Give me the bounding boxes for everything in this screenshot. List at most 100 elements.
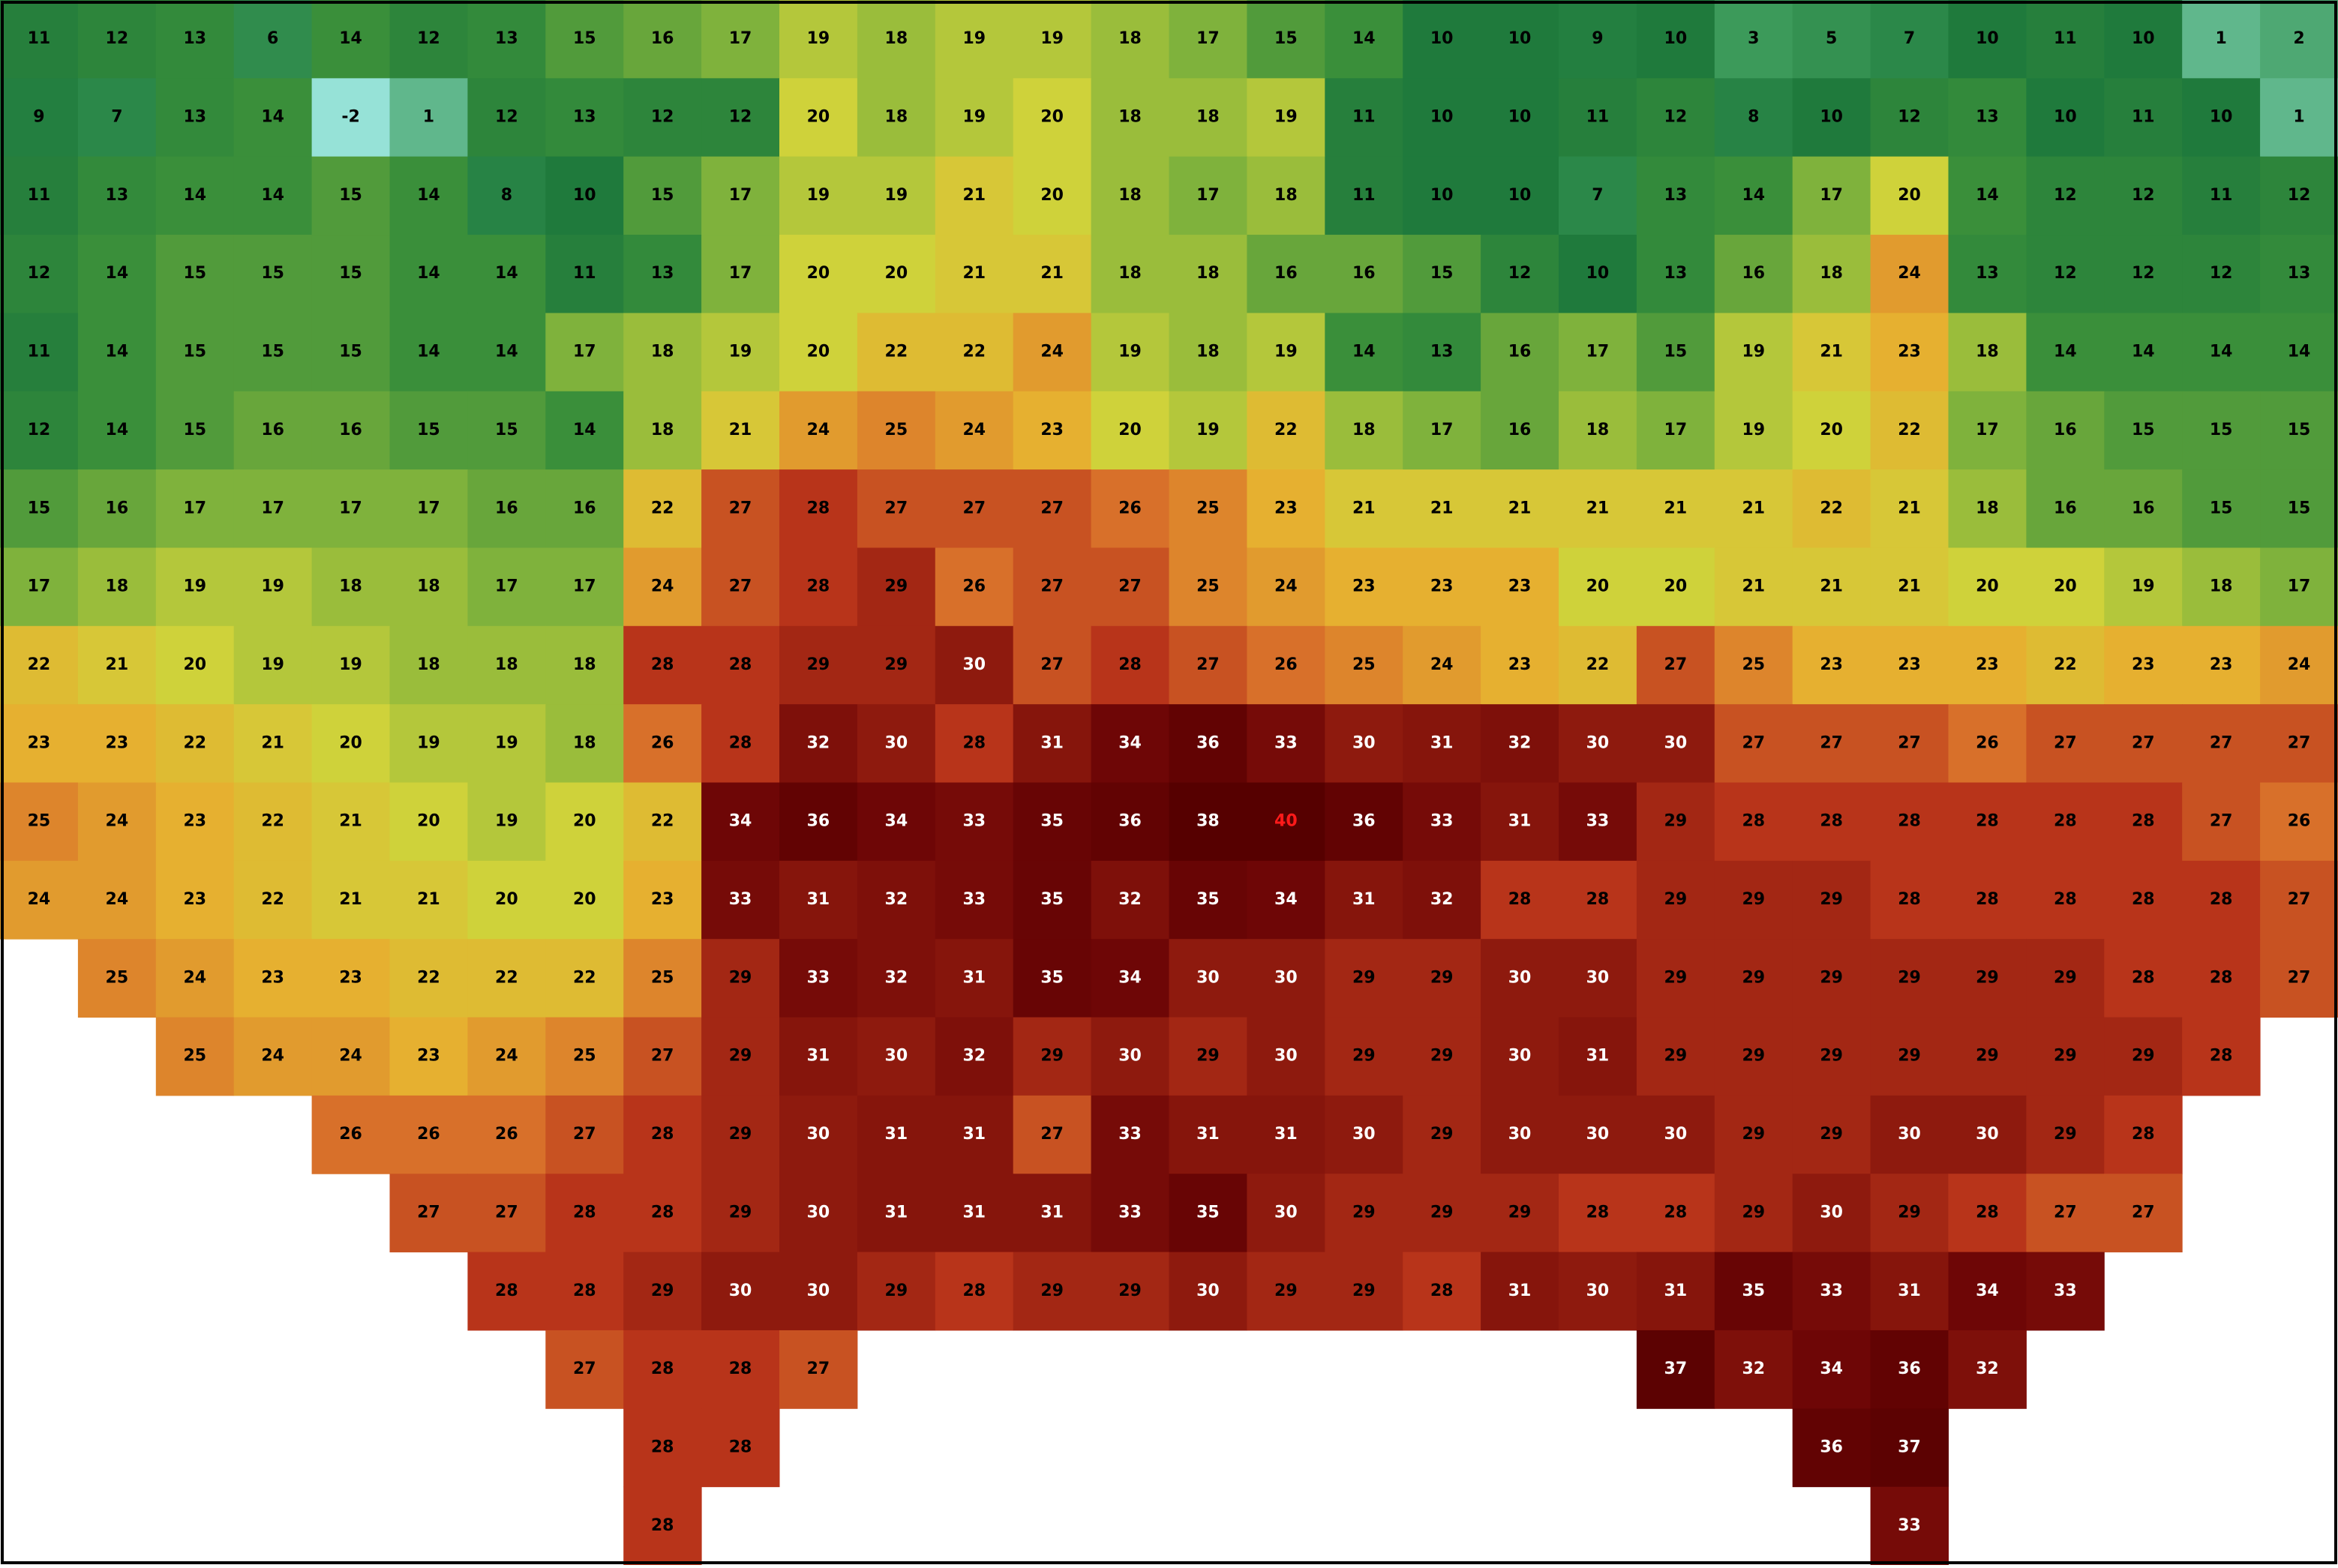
temperature-label: 24 (106, 812, 129, 831)
temperature-label: 31 (1430, 733, 1454, 752)
temperature-label: 20 (807, 108, 830, 127)
temperature-label: 30 (729, 1282, 752, 1300)
temperature-cell (545, 1330, 624, 1409)
temperature-cell (701, 1330, 780, 1409)
temperature-cell (701, 391, 780, 470)
temperature-cell (1948, 0, 2027, 79)
temperature-cell (2260, 78, 2338, 157)
temperature-cell (623, 1408, 702, 1488)
temperature-cell (1636, 704, 1715, 783)
temperature-cell (77, 469, 157, 548)
temperature-cell (1013, 860, 1092, 940)
temperature-cell (1169, 782, 1247, 862)
temperature-cell (1714, 78, 1793, 157)
temperature-label: 31 (962, 1203, 986, 1222)
temperature-cell (2104, 704, 2183, 783)
temperature-cell (779, 1252, 858, 1331)
temperature-cell (779, 313, 858, 392)
temperature-cell (467, 391, 546, 470)
temperature-label: 28 (2132, 968, 2155, 987)
temperature-cell (233, 782, 313, 862)
temperature-label: 19 (885, 186, 908, 205)
temperature-label: 20 (1040, 108, 1064, 127)
temperature-label: 26 (495, 1125, 518, 1144)
temperature-cell (701, 1252, 780, 1331)
temperature-label: 18 (1820, 264, 1843, 283)
temperature-label: 29 (1898, 1047, 1921, 1066)
temperature-label: 10 (1430, 108, 1454, 127)
temperature-label: 32 (885, 890, 908, 909)
temperature-cell (1169, 1095, 1247, 1174)
temperature-label: 18 (1976, 343, 1999, 361)
temperature-label: 28 (2210, 1047, 2233, 1066)
temperature-cell (467, 0, 546, 79)
temperature-cell (1870, 625, 1949, 705)
temperature-label: 31 (807, 1047, 830, 1066)
temperature-label: 15 (183, 421, 206, 439)
temperature-label: 22 (1586, 655, 1610, 674)
temperature-cell (233, 625, 313, 705)
temperature-label: 15 (2132, 421, 2155, 439)
temperature-cell (233, 156, 313, 235)
temperature-label: 29 (729, 1125, 752, 1144)
temperature-label: 18 (1196, 108, 1220, 127)
temperature-label: 20 (1586, 577, 1610, 596)
temperature-label: 10 (1508, 186, 1532, 205)
temperature-cell (545, 313, 624, 392)
temperature-label: 20 (807, 343, 830, 361)
temperature-cell (1870, 1486, 1949, 1566)
temperature-cell (233, 939, 313, 1018)
temperature-label: 19 (807, 186, 830, 205)
temperature-label: 14 (261, 186, 284, 205)
temperature-cell (623, 156, 702, 235)
temperature-label: 17 (28, 577, 51, 596)
temperature-cell (467, 939, 546, 1018)
temperature-cell (2104, 156, 2183, 235)
temperature-label: 18 (1586, 421, 1610, 439)
temperature-label: 7 (1904, 29, 1915, 48)
temperature-cell (1325, 860, 1403, 940)
temperature-label: 23 (339, 968, 362, 987)
temperature-label: 17 (2288, 577, 2311, 596)
temperature-label: 16 (106, 499, 129, 517)
temperature-cell (779, 1174, 858, 1253)
temperature-label: 15 (261, 264, 284, 283)
temperature-cell (2182, 1017, 2261, 1096)
temperature-label: 23 (2132, 655, 2155, 674)
temperature-cell (623, 1017, 702, 1096)
temperature-cell (935, 0, 1014, 79)
temperature-label: 29 (1976, 968, 1999, 987)
temperature-cell (1481, 625, 1559, 705)
temperature-label: 33 (1586, 812, 1610, 831)
temperature-cell (1714, 1330, 1793, 1409)
temperature-label: 30 (1196, 1282, 1220, 1300)
temperature-label: 12 (417, 29, 440, 48)
temperature-cell (1091, 1174, 1169, 1253)
temperature-cell (2026, 156, 2105, 235)
temperature-cell (1636, 1174, 1715, 1253)
temperature-label: 32 (1742, 1360, 1765, 1378)
temperature-label: 19 (1274, 343, 1298, 361)
temperature-label: 17 (417, 499, 440, 517)
temperature-label: 10 (1430, 186, 1454, 205)
temperature-cell (1169, 704, 1247, 783)
temperature-label: 24 (183, 968, 206, 987)
temperature-cell (467, 547, 546, 627)
temperature-cell (1013, 313, 1092, 392)
temperature-label: 27 (2288, 890, 2311, 909)
temperature-cell (311, 547, 390, 627)
temperature-cell (935, 547, 1014, 627)
temperature-cell (233, 704, 313, 783)
temperature-cell (1325, 782, 1403, 862)
temperature-label: 34 (885, 812, 908, 831)
temperature-cell (1247, 1174, 1325, 1253)
temperature-label: 14 (339, 29, 362, 48)
temperature-cell (1325, 78, 1403, 157)
temperature-cell (1792, 939, 1871, 1018)
temperature-label: 10 (2210, 108, 2233, 127)
temperature-cell (389, 391, 468, 470)
temperature-label: 27 (495, 1203, 518, 1222)
temperature-label: 30 (807, 1203, 830, 1222)
temperature-label: 21 (1742, 577, 1765, 596)
temperature-cell (1481, 782, 1559, 862)
